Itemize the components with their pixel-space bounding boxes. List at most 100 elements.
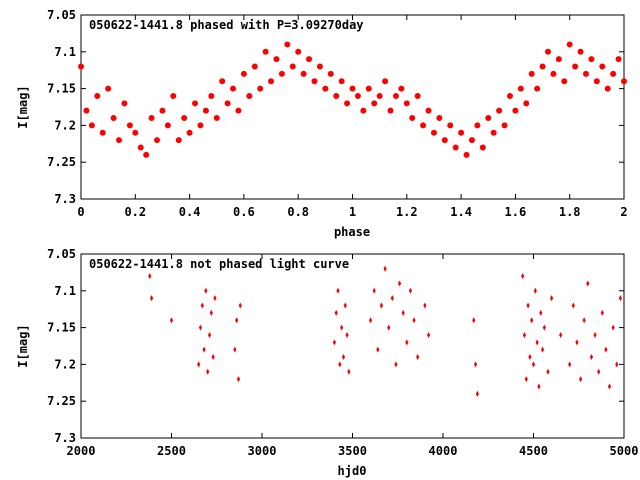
unphased-data-point <box>593 331 597 338</box>
unphased-data-point <box>369 317 373 324</box>
unphased-data-point <box>522 331 527 338</box>
phased-ytick-label: 7.15 <box>47 82 76 96</box>
unphased-data-point <box>213 295 217 302</box>
unphased-data-point <box>338 361 342 368</box>
phased-data-point <box>186 129 193 136</box>
phased-ytick-label: 7.1 <box>54 45 76 59</box>
phased-data-point <box>148 115 155 122</box>
unphased-data-point <box>198 324 203 331</box>
phased-data-point <box>278 70 285 77</box>
unphased-data-point <box>546 368 550 375</box>
phased-xtick-label: 1.6 <box>505 205 527 219</box>
phased-data-point <box>224 100 231 107</box>
phased-xtick-label: 0.8 <box>287 205 309 219</box>
phased-data-point <box>490 129 497 136</box>
phased-xtick-label: 2 <box>620 205 627 219</box>
phased-data-point <box>197 122 204 129</box>
phased-data-point <box>251 63 258 70</box>
phased-data-point <box>181 115 188 122</box>
phased-data-point <box>468 137 475 144</box>
phased-data-point <box>447 122 454 129</box>
unphased-data-point <box>405 339 409 346</box>
phased-data-point <box>474 122 481 129</box>
phased-data-point <box>512 107 519 114</box>
unphased-data-point <box>531 361 536 368</box>
phased-data-point <box>392 92 399 99</box>
phased-data-point <box>154 137 161 144</box>
phased-data-point <box>523 100 530 107</box>
phased-xtick-label: 1.8 <box>559 205 581 219</box>
phased-data-point <box>398 85 405 92</box>
phased-xtick-label: 1 <box>349 205 356 219</box>
unphased-data-point <box>233 346 237 353</box>
unphased-data-point <box>408 287 413 294</box>
phased-data-point <box>137 144 144 151</box>
unphased-data-point <box>204 287 208 294</box>
unphased-data-point <box>379 302 384 309</box>
phased-data-point <box>192 100 199 107</box>
phased-xtick-label: 0 <box>77 205 84 219</box>
phased-ytick-label: 7.05 <box>47 8 76 22</box>
unphased-data-point <box>332 339 336 346</box>
unphased-data-point <box>559 331 563 338</box>
phased-data-point <box>235 107 242 114</box>
phased-data-point <box>349 85 356 92</box>
phased-data-point <box>534 85 541 92</box>
phased-data-point <box>544 48 551 55</box>
phased-data-point <box>83 107 90 114</box>
unphased-xtick-label: 3000 <box>248 444 277 458</box>
unphased-data-point <box>394 361 398 368</box>
unphased-data-point <box>540 346 545 353</box>
unphased-ytick-label: 7.3 <box>54 431 76 445</box>
unphased-data-point <box>607 383 612 390</box>
unphased-data-point <box>472 317 476 324</box>
phased-data-point <box>555 56 562 63</box>
phased-data-point <box>604 85 611 92</box>
phased-data-point <box>496 107 503 114</box>
phased-data-point <box>621 78 627 85</box>
unphased-plot-ylabel: I[mag] <box>16 324 30 367</box>
phased-xtick-label: 1.2 <box>396 205 418 219</box>
phased-data-point <box>550 70 557 77</box>
phased-data-point <box>409 115 416 122</box>
unphased-xtick-label: 2500 <box>157 444 186 458</box>
unphased-data-point <box>345 331 349 338</box>
phased-data-point <box>610 70 617 77</box>
phased-data-point <box>382 78 389 85</box>
phased-data-point <box>208 92 215 99</box>
phased-data-point <box>289 63 296 70</box>
phased-data-point <box>593 78 600 85</box>
phased-xtick-label: 1.4 <box>450 205 472 219</box>
phased-data-point <box>599 63 606 70</box>
unphased-data-point <box>343 302 347 309</box>
phased-data-point <box>78 63 84 70</box>
unphased-data-point <box>575 339 579 346</box>
phased-data-point <box>485 115 492 122</box>
unphased-data-point <box>416 354 420 361</box>
unphased-data-point <box>571 302 575 309</box>
phased-data-point <box>403 100 410 107</box>
unphased-plot-xlabel: hjd0 <box>338 464 367 478</box>
unphased-data-point <box>238 302 242 309</box>
phased-data-point <box>572 63 579 70</box>
phased-ytick-label: 7.3 <box>54 192 76 206</box>
unphased-ytick-label: 7.15 <box>47 321 76 335</box>
unphased-plot: 050622-1441.8 not phased light curve hjd… <box>16 247 638 478</box>
unphased-data-point <box>376 346 380 353</box>
unphased-data-point <box>401 309 405 316</box>
phased-data-point <box>387 107 394 114</box>
unphased-data-point <box>412 317 416 324</box>
unphased-data-point <box>568 361 572 368</box>
unphased-data-point <box>530 317 534 324</box>
unphased-ytick-label: 7.25 <box>47 394 76 408</box>
phased-ytick-label: 7.25 <box>47 155 76 169</box>
unphased-data-point <box>521 273 525 280</box>
unphased-data-point <box>537 383 541 390</box>
unphased-data-point <box>535 339 539 346</box>
phased-data-point <box>159 107 166 114</box>
phased-data-point <box>273 56 280 63</box>
phased-data-point <box>88 122 95 129</box>
unphased-data-point <box>604 346 608 353</box>
unphased-data-point <box>347 368 351 375</box>
unphased-data-point <box>611 324 615 331</box>
